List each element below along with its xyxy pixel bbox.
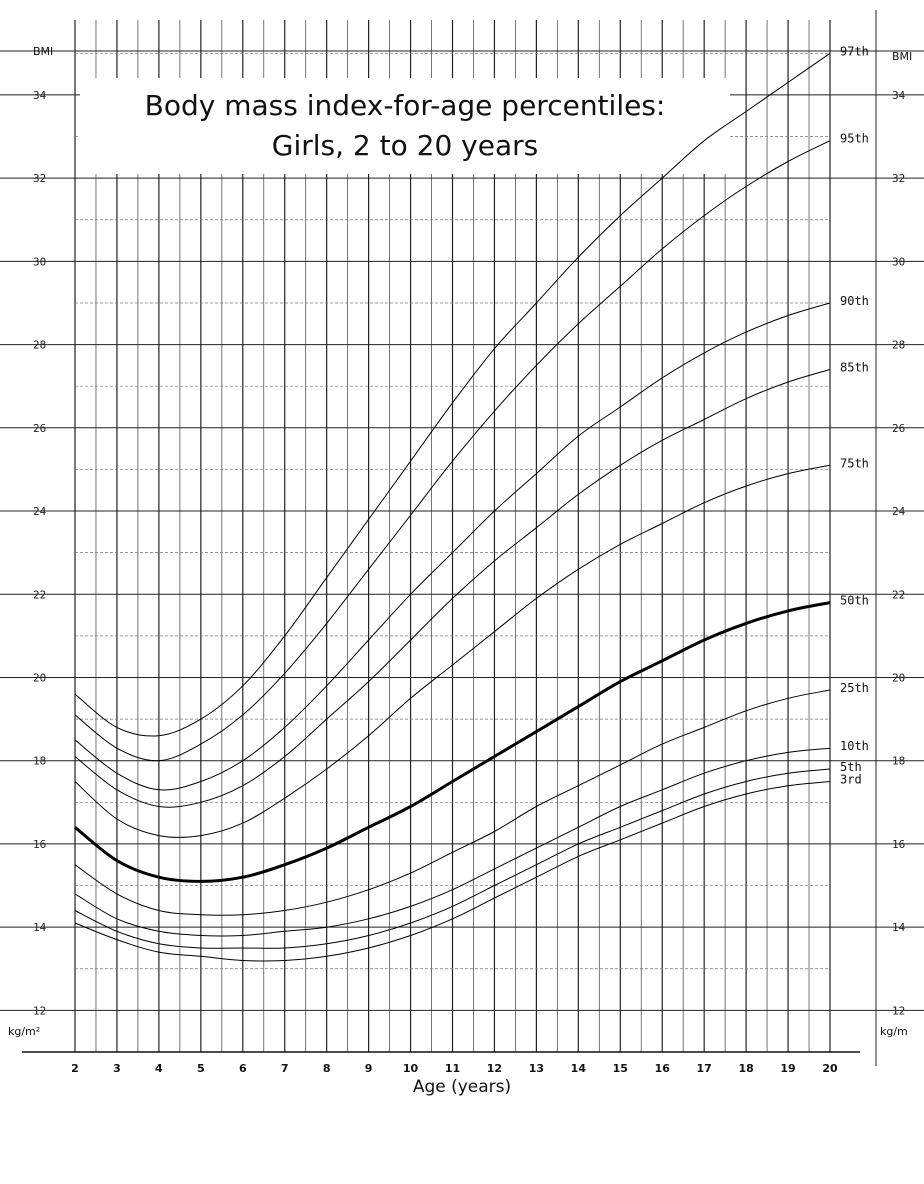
series-label-25th: 25th (840, 681, 869, 695)
series-label-90th: 90th (840, 294, 869, 308)
y-tick-label-left: 14 (33, 921, 47, 934)
title-box: Body mass index-for-age percentiles: Gir… (80, 78, 730, 174)
series-line-50th (74, 601, 831, 883)
y-tick-label-right: 14 (892, 921, 906, 934)
x-tick-label: 17 (697, 1062, 712, 1075)
y-tick-label-left: 34 (33, 89, 47, 102)
series-label-97th: 97th (840, 44, 869, 58)
ylabel-unit-left: kg/m² (8, 1025, 40, 1038)
x-tick-label: 2 (71, 1062, 79, 1075)
x-tick-label: 18 (738, 1062, 753, 1075)
series-line-25th (74, 689, 831, 916)
series-label-3rd: 3rd (840, 773, 862, 787)
y-tick-label-left: 22 (33, 588, 46, 601)
series-line-95th (74, 140, 831, 762)
ylabel-unit-right: kg/m (880, 1025, 908, 1038)
series-label-85th: 85th (840, 361, 869, 375)
y-tick-label-right: 30 (892, 255, 905, 268)
x-tick-label: 12 (487, 1062, 502, 1075)
series-label-50th: 50th (840, 594, 869, 608)
y-tick-label-right: 32 (892, 172, 905, 185)
x-tick-label: 3 (113, 1062, 121, 1075)
series-label-5th: 5th (840, 760, 862, 774)
y-tick-label-left: 30 (33, 255, 46, 268)
x-tick-label: 11 (445, 1062, 460, 1075)
x-tick-label: 8 (323, 1062, 331, 1075)
x-tick-label: 19 (780, 1062, 795, 1075)
chart-title-line2: Girls, 2 to 20 years (272, 129, 538, 162)
series-label-10th: 10th (840, 739, 869, 753)
y-tick-label-right: 20 (892, 671, 905, 684)
y-tick-label-right: 22 (892, 588, 905, 601)
series-label-75th: 75th (840, 456, 869, 470)
y-tick-label-right: 12 (892, 1004, 905, 1017)
series-label-95th: 95th (840, 132, 869, 146)
y-tick-label-right: 24 (892, 505, 906, 518)
x-tick-label: 4 (155, 1062, 163, 1075)
y-tick-label-left: 16 (33, 838, 46, 851)
title-background (80, 78, 730, 174)
x-tick-label: 7 (281, 1062, 289, 1075)
y-tick-label-left: 20 (33, 671, 46, 684)
x-tick-label: 5 (197, 1062, 205, 1075)
x-tick-label: 10 (403, 1062, 419, 1075)
ylabel-top-left: BMI (33, 45, 53, 58)
y-tick-label-left: 32 (33, 172, 46, 185)
x-tick-label: 14 (571, 1062, 587, 1075)
y-tick-label-right: 16 (892, 838, 905, 851)
ylabel-top-right: BMI (892, 50, 912, 63)
x-tick-label: 15 (613, 1062, 628, 1075)
x-tick-label: 9 (365, 1062, 373, 1075)
y-tick-label-right: 28 (892, 339, 905, 352)
series-line-5th (74, 768, 831, 949)
y-tick-label-left: 26 (33, 422, 46, 435)
y-tick-label-right: 34 (892, 89, 906, 102)
x-axis-label: Age (years) (413, 1077, 511, 1097)
y-tick-label-left: 24 (33, 505, 47, 518)
y-tick-label-left: 28 (33, 339, 46, 352)
y-tick-label-left: 12 (33, 1004, 46, 1017)
series-line-85th (74, 369, 831, 808)
x-tick-label: 16 (655, 1062, 671, 1075)
series-line-97th (74, 52, 831, 737)
series-line-90th (74, 302, 831, 791)
y-tick-label-right: 18 (892, 755, 905, 768)
x-tick-label: 6 (239, 1062, 247, 1075)
x-tick-label: 13 (529, 1062, 544, 1075)
x-tick-label: 20 (822, 1062, 838, 1075)
chart-title-line1: Body mass index-for-age percentiles: (145, 89, 666, 122)
y-tick-label-right: 26 (892, 422, 905, 435)
y-tick-label-left: 18 (33, 755, 46, 768)
series-line-75th (74, 464, 831, 838)
series-line-10th (74, 747, 831, 937)
series-line-3rd (74, 781, 831, 962)
